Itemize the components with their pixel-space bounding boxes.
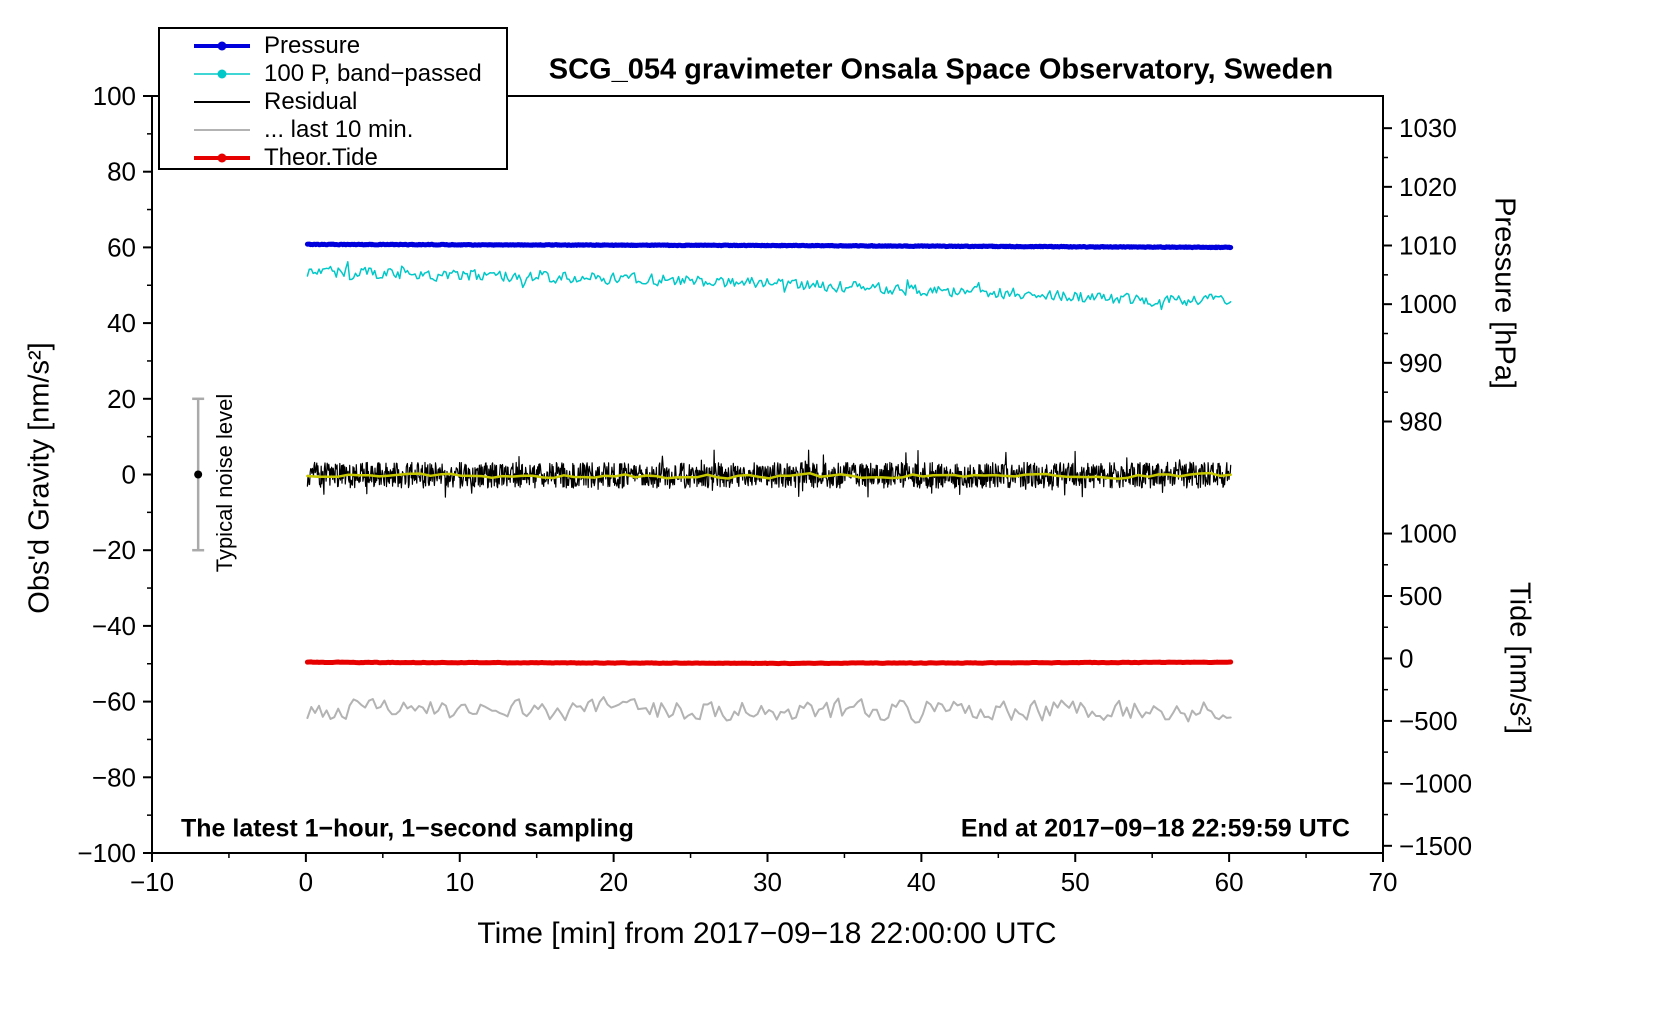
y-tick-label: −60 [92, 687, 136, 717]
tide-tick-label: −1000 [1399, 768, 1472, 798]
legend-dot [217, 69, 227, 79]
tide-tick-label: 1000 [1399, 519, 1457, 549]
legend-line-sample [194, 69, 250, 79]
y-tick-label: 80 [107, 157, 136, 187]
legend-item-last-10-min: ... last 10 min. [194, 116, 500, 144]
x-tick-label: 10 [445, 867, 474, 897]
x-tick-label: 60 [1215, 867, 1244, 897]
pressure-tick-label: 1020 [1399, 172, 1457, 202]
y-axis-label-pressure: Pressure [hPa] [1488, 197, 1521, 389]
y-tick-label: 20 [107, 384, 136, 414]
legend-line-sample [194, 129, 250, 131]
series-last-10-min [306, 696, 1232, 724]
y-tick-label: 0 [122, 460, 136, 490]
x-tick-label: 40 [907, 867, 936, 897]
x-tick-label: 0 [299, 867, 313, 897]
y-axis-label-gravity: Obs'd Gravity [nm/s²] [23, 342, 56, 614]
pressure-tick-label: 1000 [1399, 289, 1457, 319]
y-tick-label: 60 [107, 232, 136, 262]
sampling-note: The latest 1−hour, 1−second sampling [181, 814, 634, 843]
legend-label: ... last 10 min. [264, 116, 414, 143]
pressure-tick-label: 1030 [1399, 113, 1457, 143]
legend-item-100-p-band-passed: 100 P, band−passed [194, 60, 500, 88]
series-residual-smoothed [306, 471, 1232, 481]
legend-item-residual: Residual [194, 88, 500, 116]
chart-title: SCG_054 gravimeter Onsala Space Observat… [548, 53, 1334, 86]
legend-label: 100 P, band−passed [264, 60, 482, 87]
series-theor-tide [304, 659, 1234, 667]
tide-tick-label: −500 [1399, 706, 1458, 736]
series-residual [306, 449, 1232, 498]
noise-error-bar-dot [194, 470, 203, 479]
legend-dot [217, 41, 227, 51]
pressure-tick-label: 980 [1399, 407, 1442, 437]
y-tick-label: −100 [77, 838, 136, 868]
x-tick-label: 50 [1061, 867, 1090, 897]
pressure-tick-label: 990 [1399, 348, 1442, 378]
y-tick-label: −80 [92, 762, 136, 792]
legend-label: Theor.Tide [264, 144, 378, 171]
tide-tick-label: −1500 [1399, 831, 1472, 861]
legend-dot [217, 153, 227, 163]
legend-label: Pressure [264, 32, 361, 59]
series-pressure [304, 241, 1234, 251]
y-axis-label-tide: Tide [nm/s²] [1503, 581, 1536, 735]
legend: Pressure 100 P, band−passed Residual... la… [158, 27, 508, 172]
y-tick-label: −40 [92, 611, 136, 641]
y-tick-label: −20 [92, 535, 136, 565]
tide-tick-label: 500 [1399, 581, 1442, 611]
legend-item-theor-tide: Theor.Tide [194, 144, 500, 172]
end-time-note: End at 2017−09−18 22:59:59 UTC [960, 814, 1350, 843]
series-pressure-bandpassed [306, 261, 1232, 311]
x-tick-label: 70 [1369, 867, 1398, 897]
x-tick-label: 20 [599, 867, 628, 897]
legend-label: Residual [264, 88, 358, 115]
legend-line-sample [194, 41, 250, 51]
legend-line-sample [194, 101, 250, 103]
x-axis-label: Time [min] from 2017−09−18 22:00:00 UTC [477, 917, 1057, 950]
tide-tick-label: 0 [1399, 643, 1413, 673]
legend-item-pressure: Pressure [194, 32, 500, 60]
x-tick-label: 30 [753, 867, 782, 897]
noise-level-label: Typical noise level [212, 393, 237, 573]
legend-line-sample [194, 153, 250, 163]
y-tick-label: 40 [107, 308, 136, 338]
x-tick-label: −10 [130, 867, 174, 897]
pressure-tick-label: 1010 [1399, 231, 1457, 261]
y-tick-label: 100 [93, 81, 136, 111]
